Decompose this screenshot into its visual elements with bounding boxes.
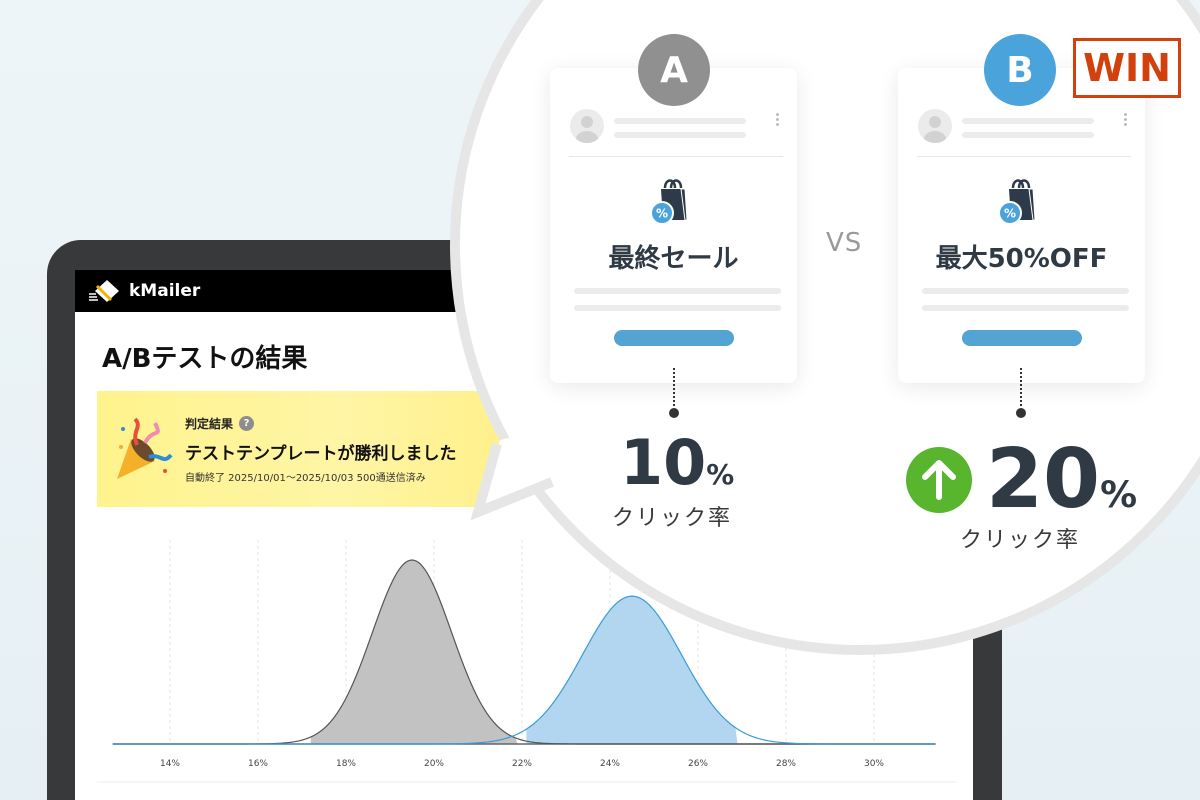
series-1-shaded-area <box>526 596 738 744</box>
rate-value: 10 <box>620 426 707 499</box>
vs-label: VS <box>826 228 863 258</box>
avatar-placeholder-icon <box>570 109 604 143</box>
svg-text:%: % <box>656 207 668 221</box>
x-tick-label: 22% <box>512 759 532 769</box>
distribution-chart: 14% 16% 18% 20% 22% 24% 26% 28% 30% <box>97 540 957 783</box>
x-tick-label: 28% <box>776 759 796 769</box>
series-1-curve <box>112 595 934 745</box>
divider <box>917 156 1131 157</box>
variant-b-badge: B <box>984 34 1056 106</box>
help-icon[interactable]: ? <box>239 416 255 431</box>
app-name: kMailer <box>129 281 201 301</box>
placeholder-line <box>614 118 746 124</box>
x-tick-label: 24% <box>600 759 620 769</box>
variant-b-rate-label: クリック率 <box>960 528 1081 553</box>
placeholder-line <box>574 288 781 294</box>
win-label: WIN <box>1073 38 1181 98</box>
connector-dot <box>669 408 679 418</box>
series-0-shaded-area <box>310 560 518 744</box>
connector-dot <box>1016 408 1026 418</box>
variant-a-badge: A <box>638 34 710 106</box>
variant-a-card[interactable]: % 最終セール <box>550 68 797 383</box>
x-tick-label: 14% <box>160 759 180 769</box>
connector-line <box>673 368 675 406</box>
placeholder-line <box>574 305 781 311</box>
variant-a-rate-label: クリック率 <box>612 506 733 531</box>
x-tick-label: 18% <box>336 759 356 769</box>
result-banner: 判定結果? テストテンプレートが勝利しました 自動終了 2025/10/01〜2… <box>97 391 509 507</box>
variant-b-card[interactable]: % 最大50%OFF <box>898 68 1145 383</box>
avatar-placeholder-icon <box>918 109 952 143</box>
x-tick-label: 26% <box>688 759 708 769</box>
arrow-up-icon <box>906 447 972 513</box>
rate-unit: % <box>1100 473 1138 516</box>
verdict-message: テストテンプレートが勝利しました <box>185 444 457 464</box>
placeholder-line <box>962 118 1094 124</box>
variant-b-headline: 最大50%OFF <box>935 244 1108 274</box>
x-tick-label: 30% <box>864 759 884 769</box>
variant-a-rate: 10% <box>620 426 734 499</box>
rate-value: 20 <box>986 432 1101 527</box>
verdict-label-text: 判定結果 <box>185 417 234 431</box>
shopping-bag-sale-icon: % <box>650 179 688 225</box>
divider <box>569 156 783 157</box>
variant-b-rate: 20% <box>986 432 1137 527</box>
page-title: A/Bテストの結果 <box>102 344 308 374</box>
x-tick-label: 16% <box>248 759 268 769</box>
party-popper-icon <box>117 417 173 479</box>
connector-line <box>1020 368 1022 406</box>
placeholder-line <box>962 132 1094 138</box>
placeholder-line <box>922 305 1129 311</box>
rate-unit: % <box>706 458 735 491</box>
placeholder-line <box>614 132 746 138</box>
more-options-icon <box>776 112 779 126</box>
more-options-icon <box>1124 112 1127 126</box>
shopping-bag-sale-icon: % <box>998 179 1036 225</box>
placeholder-line <box>922 288 1129 294</box>
bubble-tail-outline <box>470 442 554 521</box>
cta-button-placeholder <box>614 330 734 346</box>
variant-a-headline: 最終セール <box>608 244 739 274</box>
kmailer-logo-icon <box>89 280 119 302</box>
cta-button-placeholder <box>962 330 1082 346</box>
svg-text:%: % <box>1004 207 1016 221</box>
verdict-detail: 自動終了 2025/10/01〜2025/10/03 500通送信済み <box>185 473 426 484</box>
verdict-label: 判定結果? <box>185 415 255 432</box>
x-tick-label: 20% <box>424 759 444 769</box>
